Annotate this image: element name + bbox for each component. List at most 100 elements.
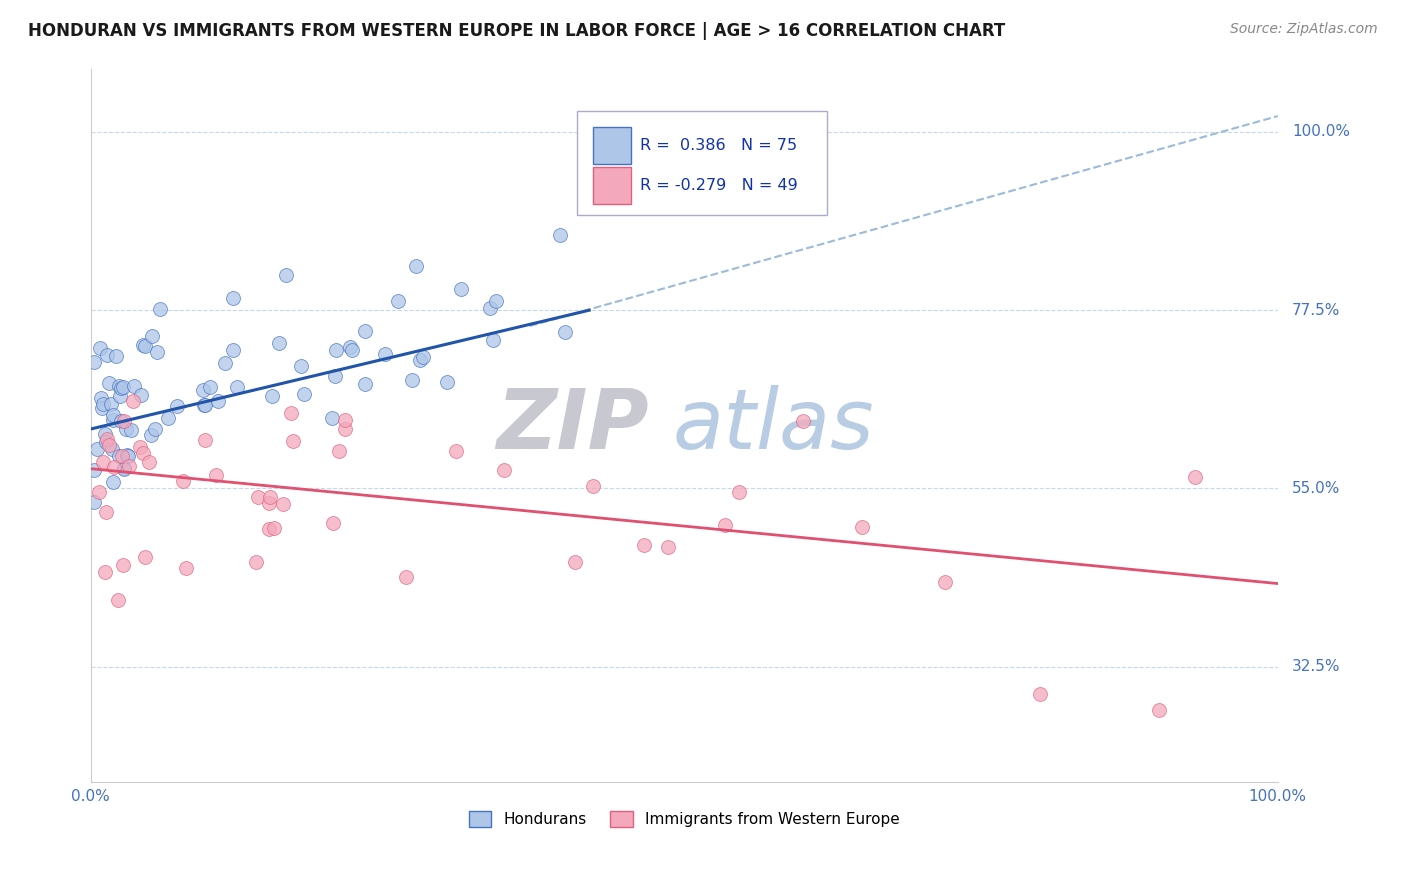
Point [374, 346, 396, 360]
Point [134, 339, 156, 353]
Point [83, 463, 105, 477]
Text: 100.0%: 100.0% [1292, 124, 1350, 139]
Point [94, 505, 117, 519]
Point [94, 566, 117, 580]
Point [485, 293, 508, 308]
Text: atlas: atlas [672, 384, 875, 466]
Point [198, 380, 221, 394]
Point [131, 388, 153, 402]
Point [273, 497, 295, 511]
Point [436, 375, 458, 389]
Point [132, 446, 155, 460]
Point [143, 422, 166, 436]
Text: ZIP: ZIP [496, 384, 648, 466]
Point [276, 268, 298, 282]
Point [321, 410, 343, 425]
Point [107, 592, 129, 607]
Point [281, 434, 304, 449]
Point [353, 324, 375, 338]
Point [259, 490, 281, 504]
Point [129, 440, 152, 454]
Point [100, 396, 122, 410]
Point [117, 449, 139, 463]
Point [98, 438, 121, 452]
Point [174, 561, 197, 575]
Point [269, 336, 291, 351]
Point [114, 422, 136, 436]
Point [117, 448, 139, 462]
Point [323, 368, 346, 383]
Point [292, 386, 315, 401]
Point [101, 442, 124, 456]
Point [1029, 688, 1052, 702]
Point [83, 354, 105, 368]
Point [110, 413, 132, 427]
Point [194, 433, 217, 447]
Point [792, 414, 814, 428]
Legend: Hondurans, Immigrants from Western Europe: Hondurans, Immigrants from Western Europ… [461, 804, 907, 835]
Point [335, 413, 357, 427]
Point [333, 422, 356, 436]
Point [145, 344, 167, 359]
Text: 77.5%: 77.5% [1292, 302, 1340, 318]
Point [110, 381, 132, 395]
Point [108, 389, 131, 403]
FancyBboxPatch shape [578, 112, 827, 215]
Point [245, 555, 267, 569]
Point [149, 301, 172, 316]
Point [91, 397, 114, 411]
Point [89, 341, 111, 355]
Point [139, 427, 162, 442]
Point [101, 475, 124, 490]
FancyBboxPatch shape [593, 127, 631, 164]
Point [401, 373, 423, 387]
Point [657, 541, 679, 555]
Point [103, 408, 125, 422]
Point [87, 484, 110, 499]
Point [395, 570, 418, 584]
Point [132, 338, 155, 352]
Point [444, 444, 467, 458]
Point [280, 406, 302, 420]
Point [214, 356, 236, 370]
Point [482, 333, 505, 347]
Point [141, 328, 163, 343]
Point [290, 359, 312, 373]
Point [260, 389, 283, 403]
Text: R =  0.386   N = 75: R = 0.386 N = 75 [640, 138, 797, 153]
Point [108, 379, 131, 393]
Text: 55.0%: 55.0% [1292, 481, 1340, 496]
Point [120, 423, 142, 437]
Point [103, 459, 125, 474]
FancyBboxPatch shape [593, 167, 631, 204]
Point [111, 380, 134, 394]
Point [322, 516, 344, 531]
Text: 32.5%: 32.5% [1292, 659, 1340, 674]
Text: Source: ZipAtlas.com: Source: ZipAtlas.com [1230, 22, 1378, 37]
Point [340, 343, 363, 357]
Point [222, 343, 245, 357]
Point [104, 350, 127, 364]
Point [96, 432, 118, 446]
Point [339, 340, 361, 354]
Point [122, 378, 145, 392]
Point [354, 376, 377, 391]
Point [114, 414, 136, 428]
Point [91, 401, 114, 415]
Point [83, 494, 105, 508]
Point [134, 549, 156, 564]
Point [727, 484, 749, 499]
Point [450, 282, 472, 296]
Point [138, 455, 160, 469]
Point [851, 520, 873, 534]
Point [934, 574, 956, 589]
Point [97, 376, 120, 390]
Point [112, 558, 135, 573]
Point [225, 380, 247, 394]
Point [554, 325, 576, 339]
Point [263, 521, 285, 535]
Point [96, 349, 118, 363]
Text: R = -0.279   N = 49: R = -0.279 N = 49 [640, 178, 799, 193]
Point [205, 468, 228, 483]
Point [193, 398, 215, 412]
